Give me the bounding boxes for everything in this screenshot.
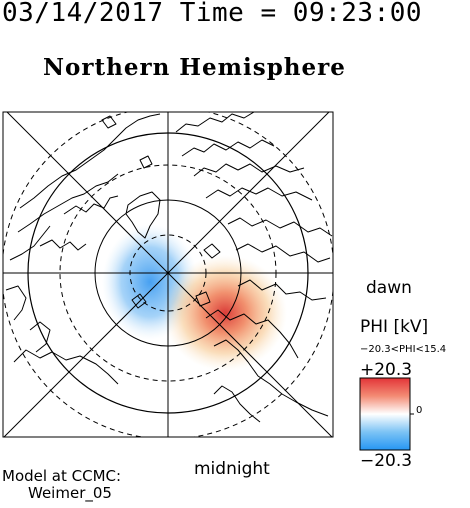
meridian-diagonal-b: [6, 112, 333, 437]
legend-title: PHI [kV]: [360, 317, 429, 337]
time-text: 09:23:00: [292, 0, 423, 28]
date-text: 03/14/2017: [2, 0, 164, 28]
coastlines: [5, 112, 333, 423]
colorbar-zero-label: 0: [416, 405, 423, 416]
colorbar: [359, 377, 411, 451]
timestamp-header: 03/14/2017 Time = 09:23:00: [2, 0, 422, 28]
midnight-label: midnight: [194, 459, 270, 479]
colorbar-max-label: +20.3: [360, 360, 413, 380]
equals-sign: =: [260, 0, 277, 28]
dawn-label: dawn: [366, 278, 412, 298]
time-label: Time: [179, 0, 245, 28]
map-title: Northern Hemisphere: [43, 54, 346, 81]
model-credit-line2: Weimer_05: [28, 484, 112, 502]
positive-potential-cell: [163, 255, 287, 371]
legend-range: −20.3<PHI<15.4: [360, 344, 447, 355]
colorbar-min-label: −20.3: [360, 451, 413, 471]
model-credit-line1: Model at CCMC:: [2, 467, 122, 485]
